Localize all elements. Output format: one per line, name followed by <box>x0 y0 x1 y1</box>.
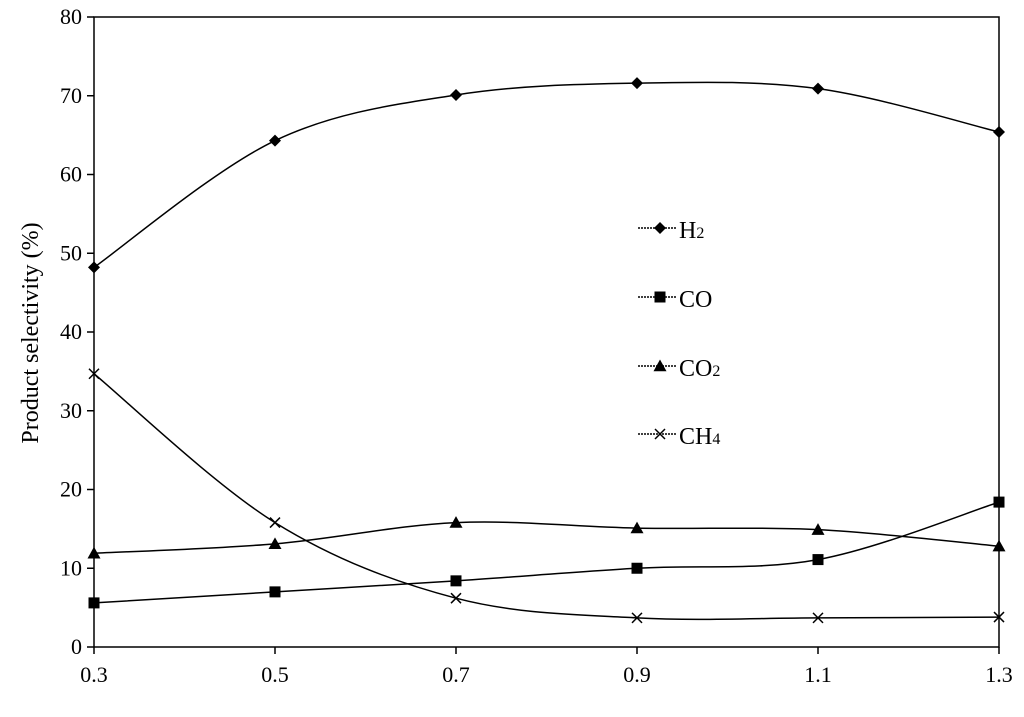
data-point-ch4 <box>450 592 462 604</box>
legend-label-co2: CO2 <box>679 356 720 382</box>
data-point-co2 <box>268 537 282 550</box>
data-point-h2 <box>450 88 462 101</box>
series-line-co2 <box>93 521 1000 555</box>
x-tick-label: 0.3 <box>80 662 108 687</box>
data-point-co <box>631 562 643 574</box>
x-tick-label: 0.5 <box>261 662 289 687</box>
legend: H2 CO CO2 CH4 <box>638 218 720 450</box>
series-co <box>88 496 1005 609</box>
data-point-h2 <box>993 125 1005 138</box>
data-point-h2 <box>631 77 643 90</box>
series-ch4 <box>88 368 1005 624</box>
x-tick-label: 0.9 <box>623 662 651 687</box>
data-point-ch4 <box>812 612 824 624</box>
legend-item-co2: CO2 <box>638 356 720 382</box>
data-point-co2 <box>811 523 825 535</box>
y-tick-label: 80 <box>60 4 82 29</box>
legend-marker-ch4 <box>654 428 666 440</box>
legend-label-h2: H2 <box>679 218 704 244</box>
series-co2 <box>87 516 1006 559</box>
y-axis-title: Product selectivity (%) <box>18 222 44 443</box>
data-point-co2 <box>992 539 1006 552</box>
data-point-ch4 <box>269 517 281 529</box>
legend-item-co: CO <box>638 287 712 313</box>
legend-marker-h2 <box>654 222 666 234</box>
series-line-ch4 <box>93 373 1000 621</box>
y-axis-ticks: 0 10 20 30 40 50 60 70 80 <box>60 4 94 659</box>
legend-label-ch4: CH4 <box>679 424 720 450</box>
x-tick-label: 1.1 <box>804 662 832 687</box>
data-point-ch4 <box>993 611 1005 623</box>
series-line-h2 <box>93 81 1000 269</box>
data-point-co <box>269 586 281 598</box>
y-tick-label: 20 <box>60 477 82 502</box>
series-line-co <box>93 501 1000 604</box>
data-point-co <box>88 597 100 609</box>
data-point-co2 <box>87 546 101 559</box>
data-point-co <box>993 496 1005 508</box>
y-tick-label: 40 <box>60 319 82 344</box>
x-tick-label: 0.7 <box>442 662 470 687</box>
y-tick-label: 70 <box>60 83 82 108</box>
data-point-h2 <box>88 261 100 274</box>
legend-marker-co <box>654 291 666 303</box>
x-axis-ticks: 0.3 0.5 0.7 0.9 1.1 1.3 <box>80 647 1013 687</box>
plot-frame <box>93 16 1000 648</box>
y-tick-label: 10 <box>60 555 82 580</box>
data-point-ch4 <box>631 612 643 624</box>
legend-label-co: CO <box>679 287 712 313</box>
data-point-ch4 <box>88 368 100 380</box>
y-tick-label: 50 <box>60 240 82 265</box>
y-tick-label: 30 <box>60 398 82 423</box>
legend-marker-co2 <box>653 359 667 372</box>
data-point-co <box>450 575 462 587</box>
data-point-co2 <box>630 521 644 534</box>
legend-item-h2: H2 <box>638 218 704 244</box>
series-h2 <box>88 77 1005 274</box>
legend-item-ch4: CH4 <box>638 424 720 450</box>
x-tick-label: 1.3 <box>985 662 1013 687</box>
y-tick-label: 0 <box>71 634 82 659</box>
series-layer <box>87 77 1006 624</box>
y-tick-label: 60 <box>60 162 82 187</box>
data-point-co <box>812 554 824 566</box>
data-point-h2 <box>269 134 281 147</box>
data-point-co2 <box>449 516 463 528</box>
data-point-h2 <box>812 82 824 95</box>
